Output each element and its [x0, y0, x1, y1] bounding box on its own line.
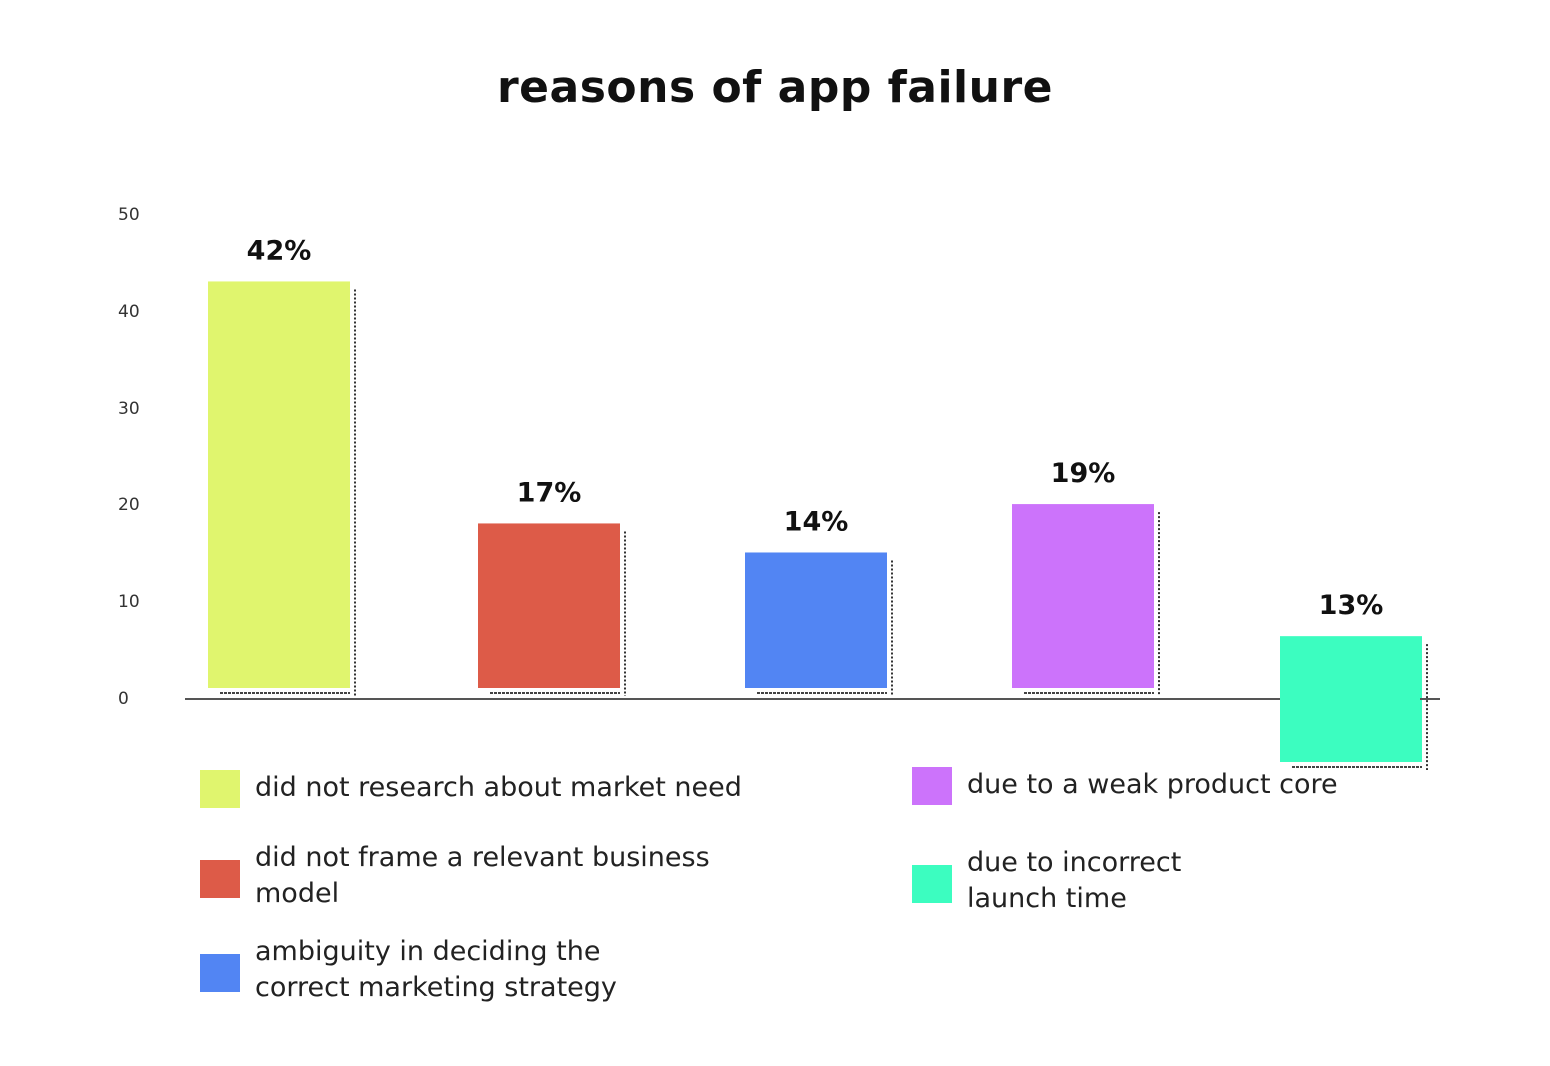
- legend-item: due to incorrect launch time: [912, 845, 1267, 917]
- chart-title: reasons of app failure: [496, 62, 1054, 113]
- legend-label: did not frame a relevant business model: [255, 842, 710, 909]
- legend-swatch: [200, 770, 240, 808]
- data-label: 42%: [247, 235, 312, 266]
- legend-label: did not research about market need: [255, 772, 742, 803]
- data-label: 14%: [784, 506, 849, 537]
- legend-item: did not frame a relevant business model: [200, 840, 775, 912]
- legend-item: ambiguity in deciding the correct market…: [200, 934, 675, 1006]
- y-tick-label: 30: [118, 398, 140, 419]
- legend-item: due to a weak product core: [912, 767, 1427, 805]
- bar: [1280, 636, 1422, 762]
- bar: [478, 523, 620, 688]
- y-tick-label: 20: [118, 495, 140, 516]
- data-label: 13%: [1319, 590, 1384, 621]
- y-tick-label: 10: [118, 592, 140, 613]
- data-label: 17%: [517, 477, 582, 508]
- legend-swatch: [200, 954, 240, 992]
- bar: [745, 552, 887, 688]
- y-tick-label: 40: [118, 301, 140, 322]
- y-tick-label: 50: [118, 205, 140, 225]
- legend-item: did not research about market need: [200, 770, 775, 808]
- data-label: 19%: [1051, 458, 1116, 489]
- legend-swatch: [912, 767, 952, 805]
- legend-label: due to incorrect launch time: [967, 847, 1182, 914]
- legend-swatch: [200, 860, 240, 898]
- legend-swatch: [912, 865, 952, 903]
- bar: [1012, 504, 1154, 688]
- legend-label: due to a weak product core: [967, 769, 1338, 800]
- bar: [208, 281, 350, 688]
- y-tick-label: 0: [118, 689, 129, 709]
- legend-label: ambiguity in deciding the correct market…: [255, 936, 617, 1003]
